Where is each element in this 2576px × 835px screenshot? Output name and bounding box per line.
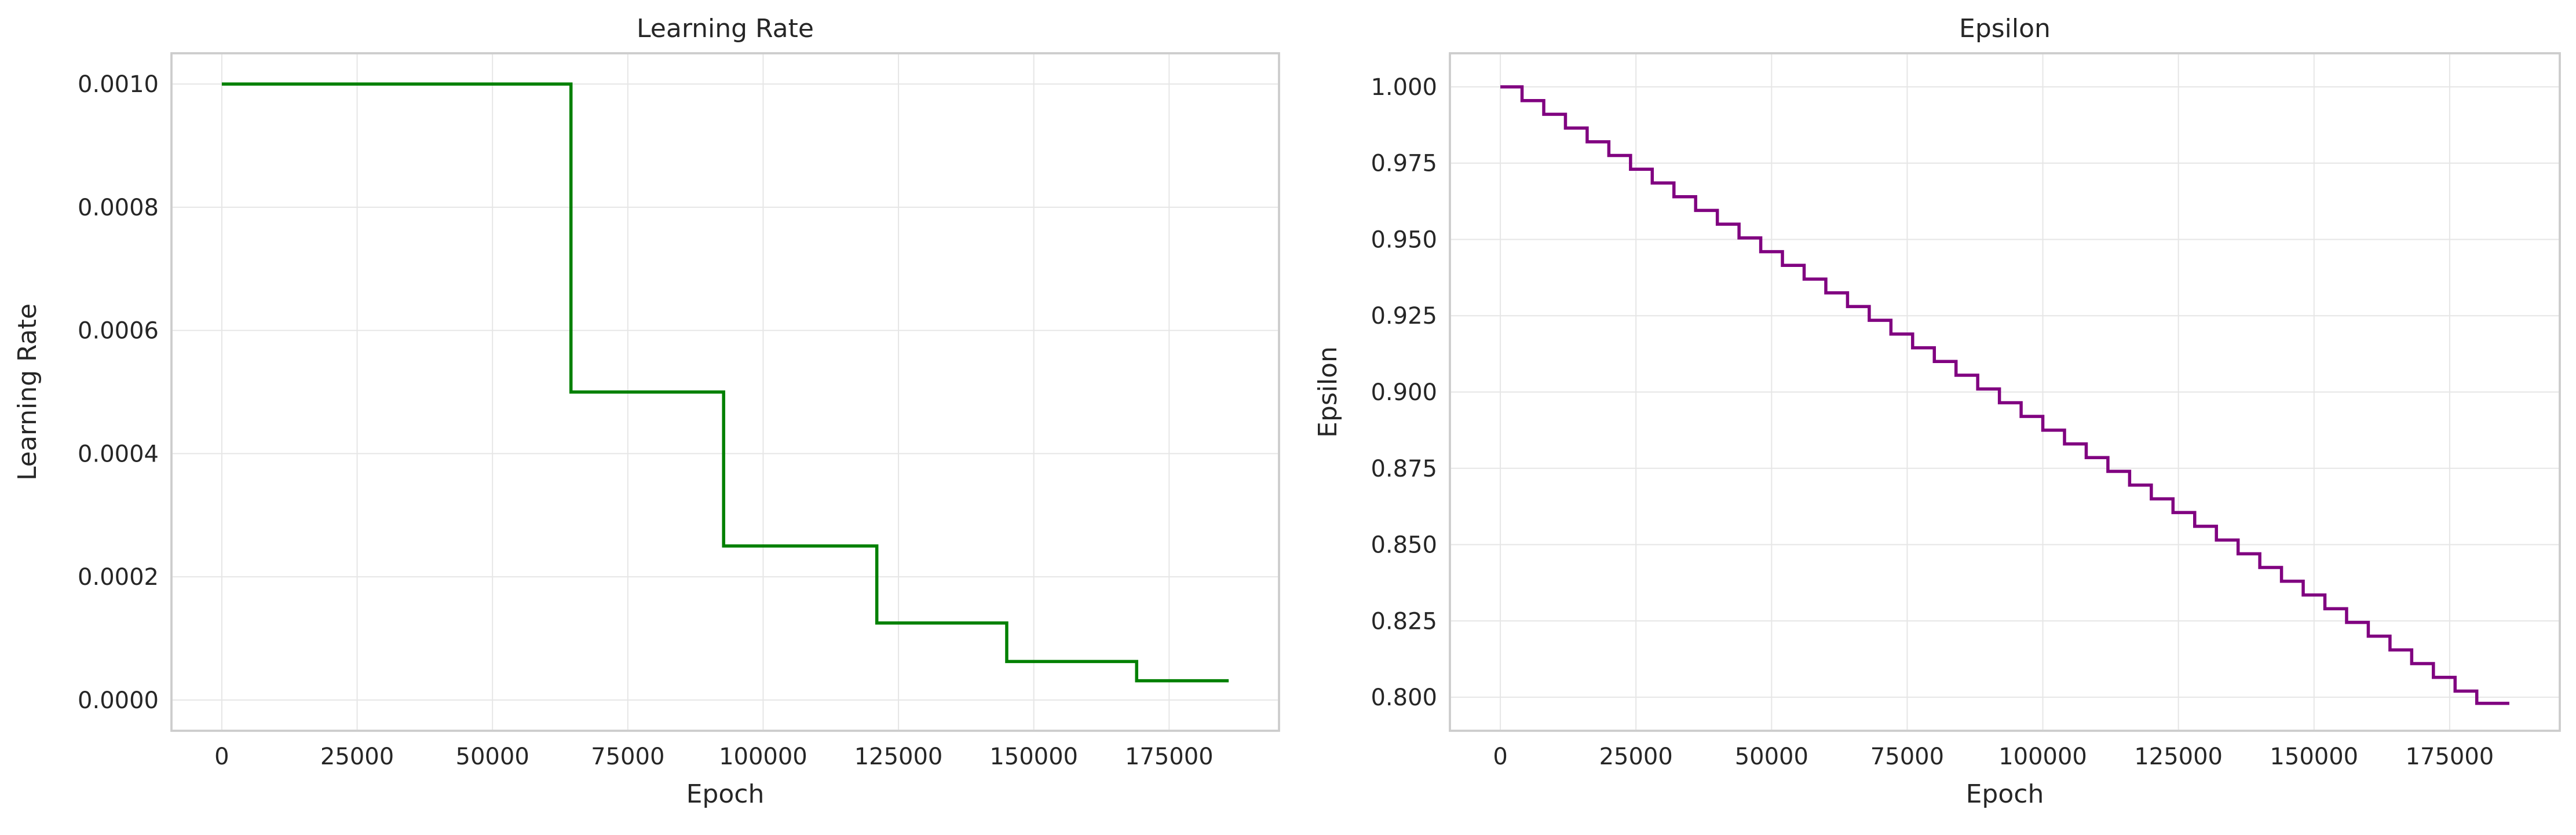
lr-y-tick-label: 0.0006 — [78, 318, 159, 345]
epsilon-x-tick-label: 150000 — [2270, 744, 2358, 770]
lr-chart-title: Learning Rate — [637, 14, 814, 43]
lr-y-tick-label: 0.0008 — [78, 195, 159, 221]
lr-x-tick-label: 125000 — [854, 744, 943, 770]
lr-x-tick-label: 50000 — [456, 744, 529, 770]
epsilon-y-tick-label: 0.875 — [1371, 456, 1437, 482]
lr-x-tick-label: 25000 — [320, 744, 394, 770]
epsilon-y-tick-label: 1.000 — [1371, 74, 1437, 101]
epsilon-y-tick-label: 0.975 — [1371, 151, 1437, 177]
lr-x-tick-label: 0 — [214, 744, 229, 770]
lr-axes-frame — [170, 52, 1280, 732]
lr-y-tick-label: 0.0010 — [78, 71, 159, 98]
epsilon-x-tick-label: 0 — [1493, 744, 1507, 770]
lr-y-axis-label: Learning Rate — [13, 303, 42, 481]
lr-x-tick-label: 100000 — [719, 744, 807, 770]
epsilon-y-tick-label: 0.850 — [1371, 532, 1437, 559]
lr-y-tick-label: 0.0004 — [78, 441, 159, 467]
lr-x-tick-label: 75000 — [591, 744, 664, 770]
epsilon-panel: 0 25000 50000 75000 100000 125000 150000 175000… — [1313, 14, 2561, 809]
epsilon-y-axis-label: Epsilon — [1313, 346, 1343, 438]
lr-y-tick-label: 0.0000 — [78, 687, 159, 714]
epsilon-x-tick-label: 25000 — [1599, 744, 1673, 770]
lr-y-tick-label: 0.0002 — [78, 564, 159, 591]
lr-plot-area — [170, 52, 1280, 732]
epsilon-x-tick-label: 75000 — [1870, 744, 1944, 770]
epsilon-chart-title: Epsilon — [1959, 14, 2051, 43]
epsilon-x-tick-label: 175000 — [2406, 744, 2494, 770]
lr-series-line — [221, 82, 1229, 683]
epsilon-y-tick-label: 0.900 — [1371, 379, 1437, 406]
epsilon-y-tick-label: 0.950 — [1371, 226, 1437, 253]
epsilon-x-axis-label: Epoch — [1966, 779, 2044, 809]
epsilon-axes-frame — [1449, 52, 2561, 732]
learning-rate-panel: 0 25000 50000 75000 100000 125000 150000 175000… — [13, 14, 1280, 809]
epsilon-x-tick-label: 50000 — [1735, 744, 1808, 770]
epsilon-x-tick-label: 100000 — [1998, 744, 2087, 770]
epsilon-series-line — [1500, 85, 2509, 705]
epsilon-y-tick-label: 0.800 — [1371, 684, 1437, 711]
epsilon-x-tick-label: 125000 — [2134, 744, 2223, 770]
lr-x-axis-label: Epoch — [686, 779, 765, 809]
lr-x-tick-label: 175000 — [1125, 744, 1214, 770]
epsilon-y-tick-label: 0.925 — [1371, 303, 1437, 329]
lr-x-tick-label: 150000 — [989, 744, 1078, 770]
epsilon-y-tick-label: 0.825 — [1371, 608, 1437, 635]
